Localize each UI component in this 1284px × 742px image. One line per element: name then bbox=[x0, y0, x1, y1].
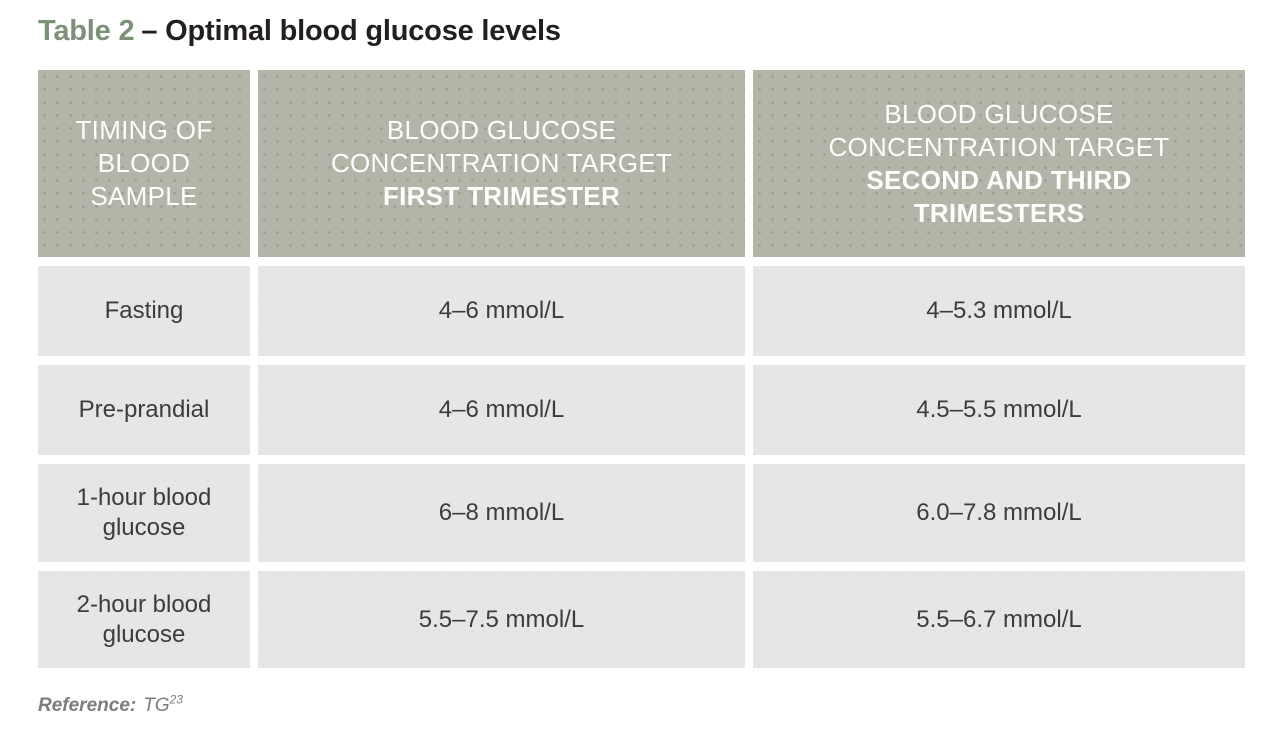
second-third-trimesters-value-2-hour: 5.5–6.7 mmol/L bbox=[753, 571, 1245, 668]
glucose-levels-table: TIMING OF BLOOD SAMPLE BLOOD GLUCOSE CON… bbox=[38, 70, 1245, 668]
document-page: Table 2– Optimal blood glucose levels TI… bbox=[38, 13, 1284, 717]
second-third-trimesters-value-1-hour: 6.0–7.8 mmol/L bbox=[753, 464, 1245, 562]
timing-cell-pre-prandial: Pre-prandial bbox=[38, 365, 250, 455]
second-third-trimesters-value-fasting: 4–5.3 mmol/L bbox=[753, 266, 1245, 356]
header-cell-timing-of-blood-sample: TIMING OF BLOOD SAMPLE bbox=[38, 70, 250, 257]
first-trimester-value-1-hour: 6–8 mmol/L bbox=[258, 464, 745, 562]
header-line: CONCENTRATION TARGET bbox=[330, 148, 673, 178]
header-line-bold: TRIMESTERS bbox=[913, 197, 1085, 228]
timing-cell-1-hour-blood-glucose: 1-hour blood glucose bbox=[38, 464, 250, 562]
first-trimester-value-fasting: 4–6 mmol/L bbox=[258, 266, 745, 356]
header-line: SAMPLE bbox=[90, 181, 198, 211]
second-third-trimesters-value-pre-prandial: 4.5–5.5 mmol/L bbox=[753, 365, 1245, 455]
reference-note: Reference: TG23 bbox=[38, 692, 1284, 717]
header-line-bold: FIRST TRIMESTER bbox=[382, 181, 621, 211]
first-trimester-value-pre-prandial: 4–6 mmol/L bbox=[258, 365, 745, 455]
timing-cell-2-hour-blood-glucose: 2-hour blood glucose bbox=[38, 571, 250, 668]
reference-superscript: 23 bbox=[169, 692, 183, 707]
first-trimester-value-2-hour: 5.5–7.5 mmol/L bbox=[258, 571, 745, 668]
table-title-number: Table 2 bbox=[38, 15, 135, 47]
header-line: BLOOD GLUCOSE bbox=[386, 115, 617, 145]
header-cell-second-third-trimesters: BLOOD GLUCOSE CONCENTRATION TARGET SECON… bbox=[753, 70, 1245, 257]
header-line-bold: SECOND AND THIRD bbox=[866, 164, 1132, 195]
table-title-text: – Optimal blood glucose levels bbox=[141, 15, 561, 47]
reference-label: Reference: bbox=[38, 695, 137, 716]
header-line: BLOOD GLUCOSE bbox=[884, 98, 1114, 129]
timing-cell-fasting: Fasting bbox=[38, 266, 250, 356]
header-cell-first-trimester: BLOOD GLUCOSE CONCENTRATION TARGET FIRST… bbox=[258, 70, 745, 257]
header-line: CONCENTRATION TARGET bbox=[828, 131, 1170, 162]
header-line: TIMING OF bbox=[75, 115, 213, 145]
header-line: BLOOD bbox=[97, 148, 191, 178]
reference-source: TG bbox=[143, 695, 170, 716]
table-title: Table 2– Optimal blood glucose levels bbox=[38, 13, 1284, 49]
